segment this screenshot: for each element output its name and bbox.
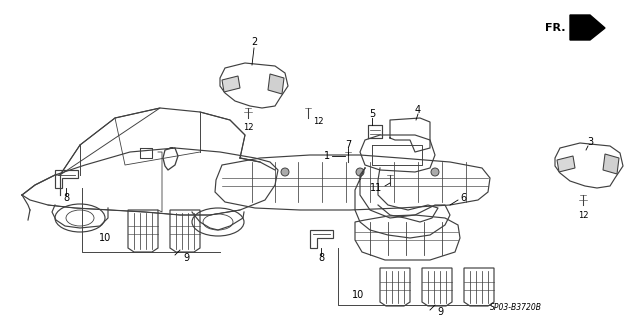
Text: 12: 12 [578, 211, 588, 219]
Text: 10: 10 [352, 290, 364, 300]
Text: 9: 9 [437, 307, 443, 317]
Text: 6: 6 [460, 193, 466, 203]
Text: 8: 8 [318, 253, 324, 263]
Text: SP03-B3720B: SP03-B3720B [490, 303, 542, 313]
Text: 12: 12 [313, 117, 323, 127]
Text: 4: 4 [415, 105, 421, 115]
Text: 8: 8 [63, 193, 69, 203]
Text: 10: 10 [99, 233, 111, 243]
Text: 3: 3 [587, 137, 593, 147]
Polygon shape [570, 15, 605, 40]
Text: 2: 2 [251, 37, 257, 47]
Text: 5: 5 [369, 109, 375, 119]
Text: 7: 7 [345, 140, 351, 150]
Polygon shape [268, 74, 284, 94]
Text: 12: 12 [243, 123, 253, 132]
Circle shape [356, 168, 364, 176]
Text: 9: 9 [183, 253, 189, 263]
Polygon shape [557, 156, 575, 172]
Text: FR.: FR. [545, 23, 565, 33]
Polygon shape [222, 76, 240, 92]
Circle shape [431, 168, 439, 176]
Polygon shape [603, 154, 619, 174]
Circle shape [281, 168, 289, 176]
Text: 1: 1 [324, 151, 330, 161]
Text: 11: 11 [370, 183, 382, 193]
